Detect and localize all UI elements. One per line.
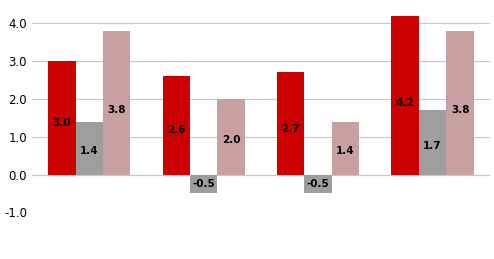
Bar	[391, 16, 419, 175]
Text: 2.7: 2.7	[282, 124, 300, 134]
Bar	[217, 99, 245, 175]
Bar	[419, 110, 447, 175]
Text: 2.0: 2.0	[222, 135, 241, 146]
Text: 1.7: 1.7	[423, 141, 442, 150]
Text: 2.6: 2.6	[167, 125, 185, 135]
Text: -0.5: -0.5	[307, 179, 329, 189]
Bar	[277, 72, 304, 175]
Bar	[332, 121, 359, 175]
Text: 4.2: 4.2	[396, 98, 414, 108]
Text: 3.8: 3.8	[451, 105, 469, 115]
Bar	[76, 121, 103, 175]
Bar	[447, 31, 474, 175]
Bar	[190, 175, 217, 193]
Text: -0.5: -0.5	[192, 179, 215, 189]
Bar	[304, 175, 332, 193]
Text: 3.8: 3.8	[108, 105, 126, 115]
Bar	[48, 61, 76, 175]
Text: 1.4: 1.4	[80, 146, 99, 156]
Text: 1.4: 1.4	[336, 146, 355, 156]
Bar	[163, 76, 190, 175]
Bar	[103, 31, 130, 175]
Text: 3.0: 3.0	[52, 118, 71, 128]
